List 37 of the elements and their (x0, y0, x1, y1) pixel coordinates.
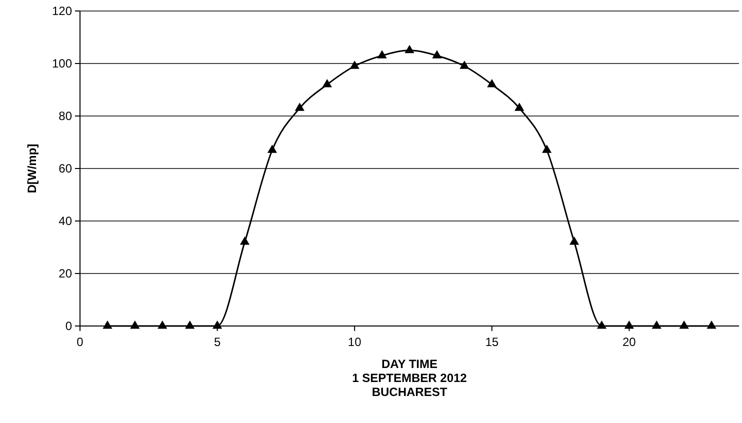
y-tick-label: 120 (52, 4, 72, 18)
point (624, 320, 634, 329)
point (460, 60, 470, 69)
y-tick-label: 100 (52, 56, 72, 71)
point (432, 50, 442, 58)
point (350, 60, 360, 69)
x-tick-label: 20 (622, 335, 636, 349)
y-tick-label: 0 (65, 319, 72, 334)
y-tick-label: 40 (58, 214, 72, 228)
point (542, 144, 552, 153)
point (212, 320, 222, 329)
point (240, 236, 250, 245)
x-tick-label: 15 (485, 335, 499, 349)
point (102, 320, 112, 329)
point (514, 102, 524, 111)
y-tick-label: 60 (58, 162, 72, 176)
x-axis-title: DAY TIME 1 SEPTEMBER 2012 BUCHAREST (352, 357, 468, 399)
point (404, 44, 414, 54)
point (267, 144, 278, 153)
x-tick-label: 10 (348, 335, 362, 349)
point (652, 320, 662, 329)
x-tick-label: 5 (214, 335, 221, 349)
point (185, 320, 195, 329)
point (158, 320, 168, 329)
point (706, 320, 716, 329)
y-tick-label: 80 (58, 109, 72, 124)
point (322, 78, 332, 88)
point (294, 102, 304, 111)
y-axis-title: D[W/mp] (25, 144, 39, 194)
x-tick-label: 0 (76, 335, 84, 349)
y-tick-label: 20 (58, 266, 72, 281)
point (487, 78, 497, 88)
point (596, 320, 607, 329)
point (569, 236, 580, 245)
point (679, 320, 689, 329)
point (130, 320, 140, 329)
point (377, 50, 387, 58)
